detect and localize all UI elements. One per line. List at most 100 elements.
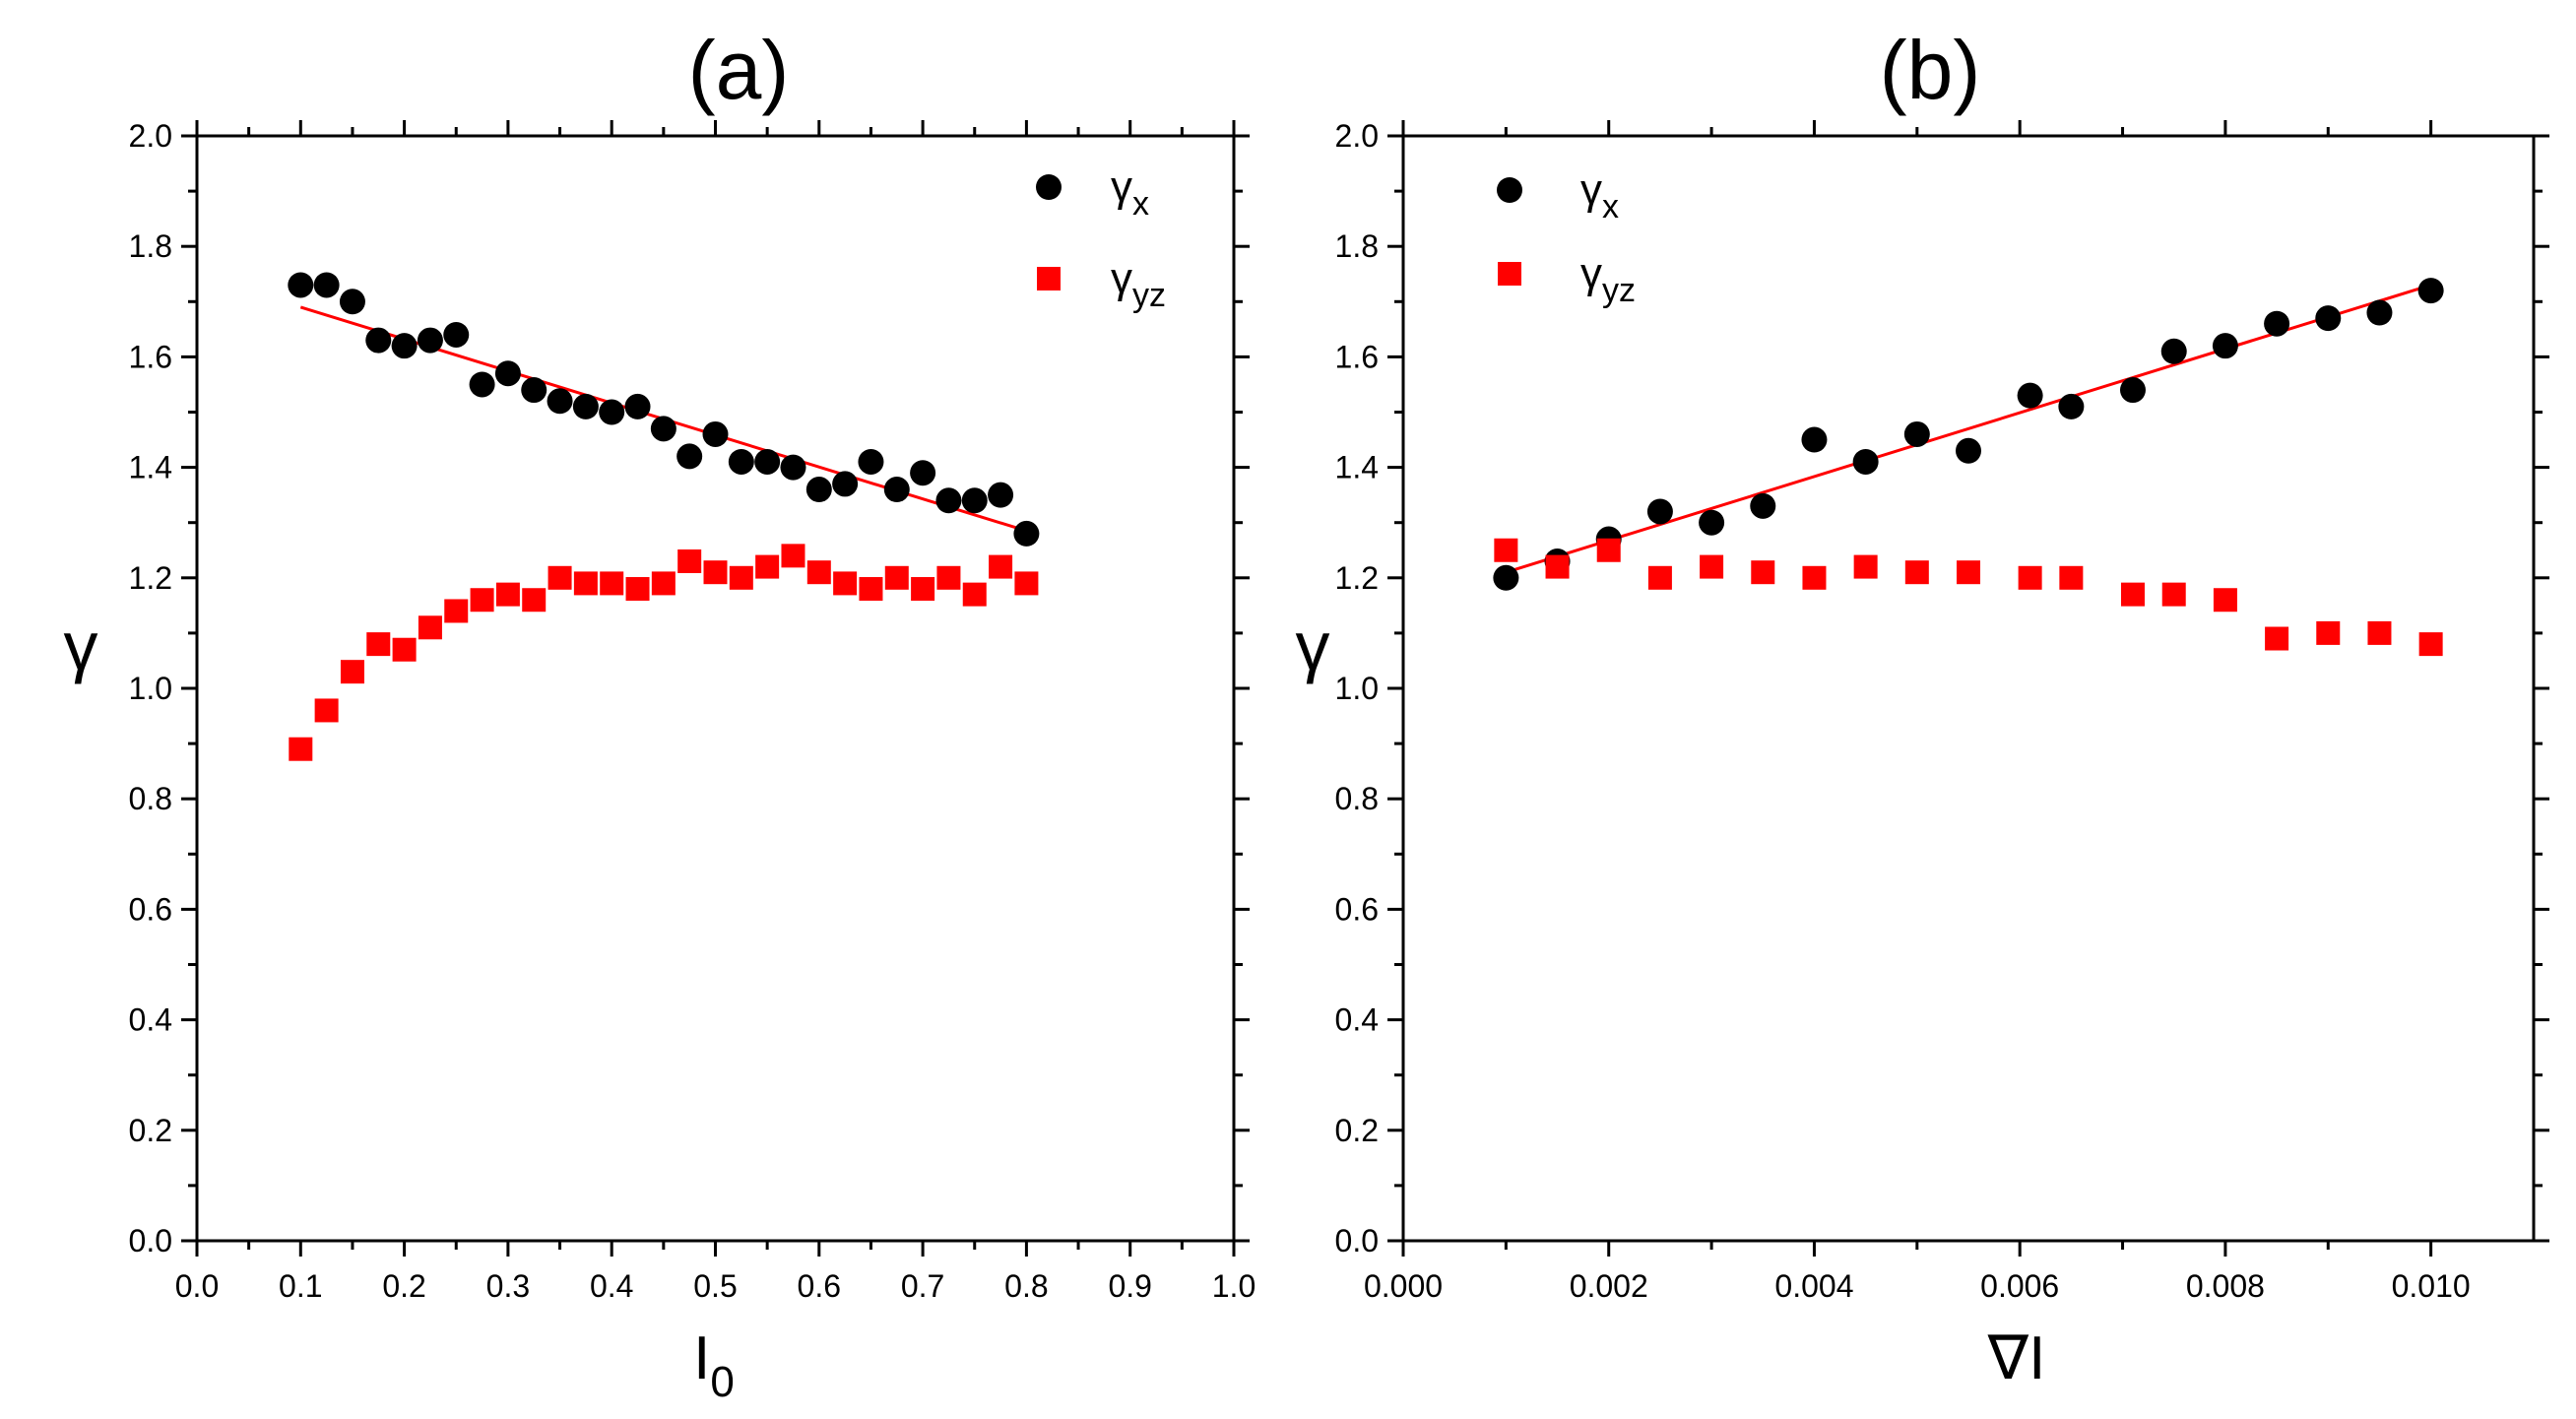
data-point-gamma-yz	[962, 582, 987, 607]
data-point-gamma-yz	[989, 554, 1013, 579]
data-point-gamma-x	[910, 460, 936, 486]
data-point-gamma-x	[494, 360, 521, 387]
data-point-gamma-yz	[755, 554, 780, 579]
x-tick-label: 0.6	[798, 1268, 841, 1304]
legend-circle-marker	[1036, 174, 1062, 200]
y-tick-label: 1.0	[1335, 671, 1379, 706]
data-point-gamma-x	[754, 448, 781, 475]
data-point-gamma-x	[1852, 448, 1879, 475]
data-point-gamma-yz	[781, 544, 805, 568]
y-tick-label: 0.6	[129, 891, 172, 927]
y-axis-title: γ	[64, 608, 98, 684]
x-tick-label: 1.0	[1212, 1268, 1256, 1304]
data-point-gamma-yz	[651, 571, 676, 596]
x-tick-label: 0.010	[2392, 1268, 2471, 1304]
y-tick-label: 2.0	[129, 118, 172, 154]
data-point-gamma-yz	[2418, 632, 2443, 657]
data-point-gamma-x	[1956, 437, 1981, 464]
data-point-gamma-x	[1013, 520, 1040, 547]
fit-line	[1505, 284, 2432, 574]
x-tick-label: 0.000	[1364, 1268, 1443, 1304]
data-point-gamma-x	[2058, 393, 2085, 419]
data-point-gamma-yz	[470, 588, 494, 613]
x-axis-title-main: I	[693, 1324, 710, 1392]
y-tick-label: 0.4	[129, 1002, 172, 1038]
x-axis-title: I0	[693, 1324, 735, 1406]
data-point-gamma-x	[961, 487, 988, 514]
y-tick-label: 1.8	[129, 228, 172, 264]
panel-label: (a)	[688, 24, 790, 116]
y-tick-label: 1.2	[1335, 560, 1379, 596]
data-point-gamma-yz	[2265, 626, 2289, 651]
y-tick-label: 0.4	[1335, 1002, 1379, 1038]
y-tick-label: 1.6	[129, 339, 172, 374]
data-point-gamma-yz	[1957, 560, 1980, 585]
data-point-gamma-yz	[625, 577, 650, 602]
y-tick-label: 0.2	[129, 1113, 172, 1148]
y-tick-label: 0.6	[1335, 891, 1379, 927]
data-point-gamma-yz	[1853, 554, 1878, 579]
data-point-gamma-x	[805, 477, 832, 503]
x-tick-label: 0.008	[2186, 1268, 2265, 1304]
y-tick-label: 1.4	[1335, 450, 1379, 485]
data-point-gamma-x	[1646, 498, 1673, 525]
x-tick-label: 0.8	[1004, 1268, 1048, 1304]
x-axis-title-subscript: 0	[710, 1358, 734, 1406]
data-point-gamma-x	[469, 371, 495, 398]
x-tick-label: 0.7	[901, 1268, 944, 1304]
legend-label-subscript: yz	[1132, 277, 1166, 314]
data-point-gamma-yz	[2018, 565, 2042, 590]
data-point-gamma-x	[1801, 426, 1828, 453]
data-point-gamma-yz	[1751, 560, 1775, 585]
data-point-gamma-yz	[392, 637, 417, 662]
legend-label-main: γ	[1580, 165, 1602, 214]
x-tick-label: 0.004	[1774, 1268, 1853, 1304]
data-point-gamma-x	[1493, 564, 1519, 591]
y-tick-label: 1.0	[129, 671, 172, 706]
legend-label-subscript: x	[1132, 185, 1149, 223]
data-point-gamma-yz	[703, 560, 728, 585]
data-point-gamma-x	[572, 393, 599, 419]
data-point-gamma-yz	[418, 615, 442, 640]
data-point-gamma-x	[391, 333, 418, 359]
data-point-gamma-yz	[522, 588, 547, 613]
data-point-gamma-yz	[1596, 538, 1621, 562]
y-tick-label: 1.4	[129, 450, 172, 485]
data-point-gamma-yz	[2213, 588, 2237, 613]
data-point-gamma-yz	[859, 577, 883, 602]
x-tick-label: 0.4	[590, 1268, 633, 1304]
data-point-gamma-yz	[806, 560, 831, 585]
data-point-gamma-yz	[600, 571, 624, 596]
y-axis-title: γ	[1296, 608, 1330, 684]
data-point-gamma-yz	[677, 548, 702, 573]
x-tick-label: 0.3	[486, 1268, 530, 1304]
data-point-gamma-yz	[2367, 620, 2392, 645]
x-axis-title-main: ∇I	[1987, 1324, 2046, 1392]
data-point-gamma-x	[521, 377, 547, 404]
legend-label-main: γ	[1111, 162, 1132, 211]
data-point-gamma-x	[624, 393, 651, 419]
legend-label: γyz	[1111, 254, 1166, 314]
x-tick-label: 0.0	[175, 1268, 219, 1304]
data-point-gamma-yz	[729, 565, 753, 590]
data-point-gamma-yz	[833, 571, 858, 596]
data-point-gamma-x	[288, 272, 314, 298]
data-point-gamma-x	[2315, 305, 2342, 332]
legend-label-subscript: yz	[1602, 272, 1636, 309]
data-point-gamma-yz	[884, 565, 909, 590]
legend-label: γx	[1111, 162, 1149, 223]
data-point-gamma-yz	[1014, 571, 1039, 596]
data-point-gamma-x	[1750, 492, 1776, 519]
legend-square-marker	[1498, 262, 1521, 286]
legend-circle-marker	[1497, 177, 1522, 203]
data-point-gamma-yz	[936, 565, 961, 590]
data-point-gamma-yz	[314, 698, 339, 723]
data-point-gamma-x	[2417, 278, 2444, 304]
data-point-gamma-x	[935, 487, 962, 514]
y-tick-label: 0.0	[129, 1223, 172, 1258]
y-tick-label: 1.8	[1335, 228, 1379, 264]
data-point-gamma-x	[728, 448, 754, 475]
data-point-gamma-x	[883, 477, 910, 503]
x-tick-label: 0.1	[279, 1268, 322, 1304]
